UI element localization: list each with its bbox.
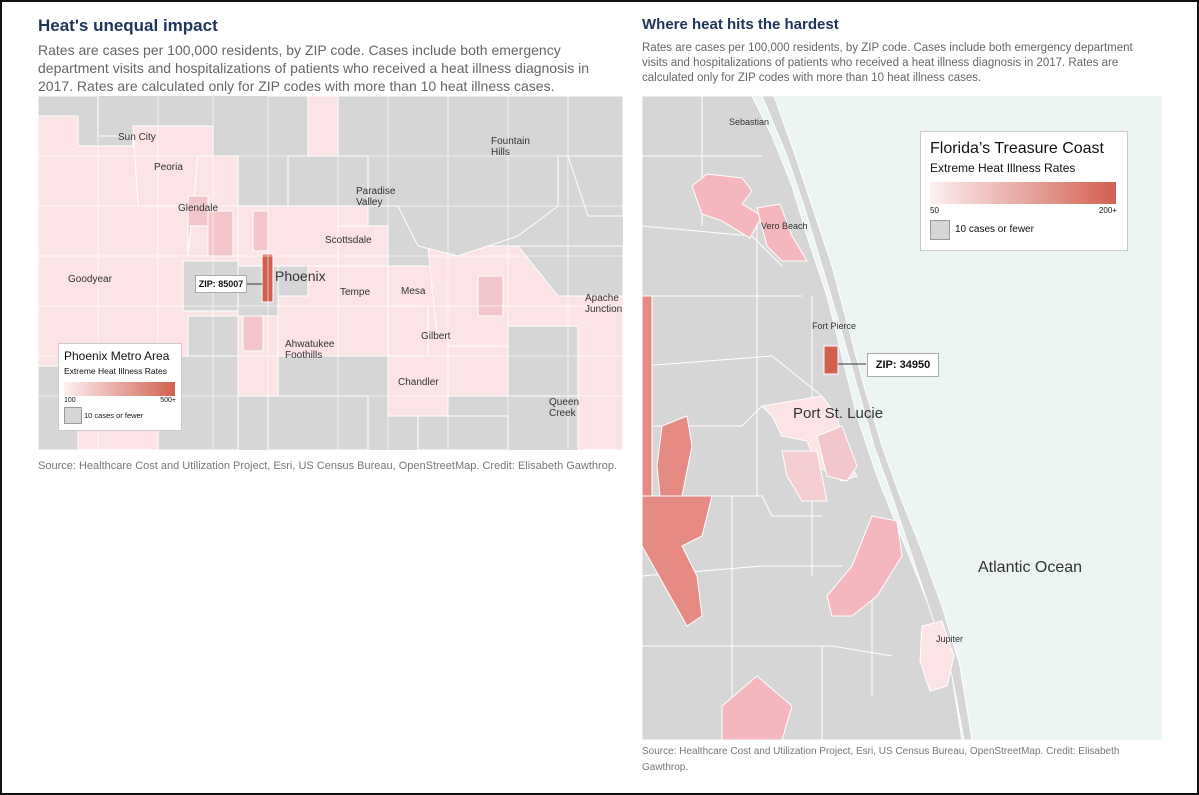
zip-area-stuart[interactable]: [826, 515, 903, 617]
legend-no-data-label: 10 cases or fewer: [84, 411, 144, 420]
legend-min: 100: [64, 397, 76, 404]
zip-area-port-st-lucie-2[interactable]: [781, 450, 828, 502]
label-jupiter: Jupiter: [936, 634, 963, 644]
zip-callout-34950: ZIP: 34950: [867, 353, 939, 377]
label-fort-pierce: Fort Pierce: [812, 321, 856, 331]
legend-max: 500+: [160, 397, 176, 404]
florida-legend: Florida’s Treasure Coast Extreme Heat Il…: [920, 131, 1128, 251]
legend-no-data-label: 10 cases or fewer: [955, 224, 1034, 235]
label-fountain-hills-1: Fountain: [491, 136, 530, 147]
label-peoria: Peoria: [154, 162, 183, 173]
zip-area-jupiter[interactable]: [919, 620, 955, 692]
label-mesa: Mesa: [401, 286, 426, 297]
legend-min: 50: [930, 206, 939, 215]
legend-subtitle: Extreme Heat Illness Rates: [930, 161, 1076, 175]
label-apache-junction-1: Apache: [585, 293, 619, 304]
label-port-st-lucie: Port St. Lucie: [793, 405, 883, 422]
label-goodyear: Goodyear: [68, 274, 113, 285]
label-ahwatukee-2: Foothills: [285, 350, 322, 361]
legend-gradient: [930, 182, 1116, 204]
label-gilbert: Gilbert: [421, 331, 451, 342]
label-phoenix: Phoenix: [275, 268, 326, 284]
right-source: Source: Healthcare Cost and Utilization …: [642, 746, 1120, 773]
label-paradise-valley-1: Paradise: [356, 186, 396, 197]
label-vero-beach: Vero Beach: [761, 221, 808, 231]
zip-area-west[interactable]: [642, 295, 653, 497]
legend-title: Phoenix Metro Area: [64, 349, 170, 363]
label-queen-creek-2: Creek: [549, 408, 577, 419]
legend-no-data-swatch: [930, 220, 950, 240]
label-apache-junction-2: Junction: [585, 304, 622, 315]
zip-area-sebastian-west[interactable]: [691, 173, 763, 239]
label-ahwatukee-1: Ahwatukee: [285, 339, 335, 350]
zip-34950-area[interactable]: [823, 345, 839, 375]
label-sebastian: Sebastian: [729, 117, 769, 127]
legend-max: 200+: [1098, 206, 1117, 215]
phoenix-map[interactable]: Sun City Peoria Glendale Fountain Hills …: [38, 96, 623, 450]
label-scottsdale: Scottsdale: [325, 235, 372, 246]
label-chandler: Chandler: [398, 377, 439, 388]
left-source: Source: Healthcare Cost and Utilization …: [38, 460, 617, 472]
zip-area-south[interactable]: [721, 675, 793, 740]
label-queen-creek-1: Queen: [549, 397, 579, 408]
right-description: Rates are cases per 100,000 residents, b…: [642, 42, 1133, 84]
zip-area-port-st-lucie-3[interactable]: [816, 425, 858, 482]
label-tempe: Tempe: [340, 287, 370, 298]
zip-area-vero-beach[interactable]: [756, 203, 808, 262]
label-fountain-hills-2: Hills: [491, 147, 510, 158]
zip-callout-85007: ZIP: 85007: [195, 275, 247, 293]
legend-no-data-swatch: [64, 407, 82, 424]
legend-title: Florida’s Treasure Coast: [930, 140, 1104, 157]
label-sun-city: Sun City: [118, 132, 156, 143]
label-glendale: Glendale: [178, 203, 218, 214]
treasure-coast-map[interactable]: Sebastian Vero Beach Fort Pierce Port St…: [642, 96, 1162, 740]
phoenix-legend: Phoenix Metro Area Extreme Heat Illness …: [58, 343, 182, 431]
label-atlantic-ocean: Atlantic Ocean: [978, 559, 1082, 576]
label-paradise-valley-2: Valley: [356, 197, 383, 208]
legend-subtitle: Extreme Heat Illness Rates: [64, 366, 167, 376]
legend-gradient: [64, 382, 175, 396]
left-description: Rates are cases per 100,000 residents, b…: [38, 42, 589, 94]
right-title: Where heat hits the hardest: [642, 16, 839, 33]
zip-85007-area[interactable]: [261, 253, 274, 303]
left-title: Heat's unequal impact: [38, 16, 218, 35]
zip-area-okeechobee-south[interactable]: [642, 495, 713, 627]
